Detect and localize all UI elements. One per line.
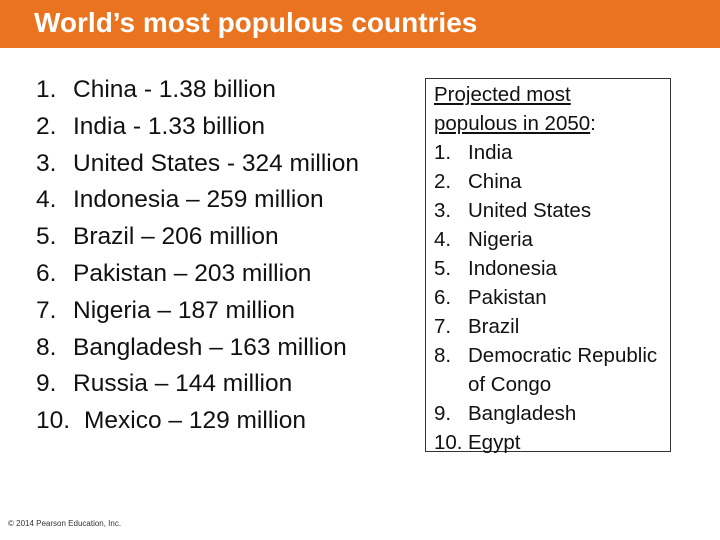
list-item-text: Democratic Republic of Congo [468, 344, 658, 396]
list-item: 6. Pakistan [434, 283, 670, 312]
list-item: 9. Bangladesh [434, 399, 670, 428]
list-item: 3. United States - 324 million [36, 146, 359, 183]
list-item-text: Russia – 144 million [73, 370, 293, 398]
list-item-number: 8. [434, 344, 452, 367]
list-item-number: 9. [434, 402, 452, 425]
list-item-text: Pakistan – 203 million [73, 259, 312, 287]
list-item-text: Pakistan [468, 286, 547, 309]
projection-heading: Projected most populous in 2050: [434, 80, 670, 138]
projection-list: 1. India 2. China 3. United States 4. Nigeri… [434, 138, 670, 457]
list-item-number: 7. [434, 315, 452, 338]
projection-box: Projected most populous in 2050: 1. India… [425, 78, 671, 454]
list-item-text: Nigeria [468, 228, 533, 251]
list-item: 2. India - 1.33 billion [36, 109, 359, 146]
list-item: 4. Nigeria [434, 225, 670, 254]
list-item: 5. Brazil – 206 million [36, 219, 359, 256]
list-item: 10. Mexico – 129 million [36, 403, 359, 440]
list-item: 5. Indonesia [434, 254, 670, 283]
list-item-number: 4. [36, 186, 57, 214]
list-item-text: Bangladesh [468, 402, 577, 425]
current-ranking-list: 1. China - 1.38 billion 2. India - 1.33 bi… [36, 72, 359, 440]
list-item-text: Bangladesh – 163 million [73, 333, 347, 361]
list-item-text: Indonesia [468, 257, 557, 280]
list-item-number: 6. [434, 286, 452, 309]
projection-heading-suffix: : [590, 112, 596, 135]
list-item-text: United States - 324 million [73, 149, 359, 177]
list-item: 7. Nigeria – 187 million [36, 293, 359, 330]
list-item-text: China - 1.38 billion [73, 76, 276, 103]
list-item: 10. Egypt [434, 428, 670, 457]
list-item-number: 6. [36, 259, 57, 287]
list-item-text: United States [468, 199, 592, 222]
list-item-text: India [468, 141, 513, 164]
list-item-number: 10. [434, 431, 463, 454]
list-item-number: 10. [36, 407, 71, 435]
list-item-number: 2. [36, 112, 57, 140]
list-item-number: 9. [36, 370, 57, 398]
copyright-footer: © 2014 Pearson Education, Inc. [8, 519, 122, 528]
list-item: 1. China - 1.38 billion [36, 72, 359, 109]
list-item: 9. Russia – 144 million [36, 366, 359, 403]
list-item-number: 4. [434, 228, 452, 251]
list-item-number: 2. [434, 170, 452, 193]
projection-heading-line1: Projected most [434, 83, 571, 106]
list-item: 2. China [434, 167, 670, 196]
list-item-text: Indonesia – 259 million [73, 186, 324, 214]
list-item-text: Brazil [468, 315, 520, 338]
list-item-text: China [468, 170, 522, 193]
slide-title: World’s most populous countries [34, 7, 478, 38]
list-item: 8. Democratic Republic of Congo [434, 341, 670, 399]
list-item: 7. Brazil [434, 312, 670, 341]
projection-heading-line2: populous in 2050 [434, 112, 591, 135]
list-item-text: Nigeria – 187 million [73, 296, 295, 324]
list-item: 6. Pakistan – 203 million [36, 256, 359, 293]
list-item-text: Brazil – 206 million [73, 223, 279, 251]
list-item-text: India - 1.33 billion [73, 112, 266, 140]
list-item-number: 5. [36, 223, 57, 251]
list-item: 8. Bangladesh – 163 million [36, 330, 359, 367]
list-item-number: 1. [434, 141, 452, 164]
list-item-number: 5. [434, 257, 452, 280]
list-item-number: 1. [36, 76, 57, 103]
list-item-number: 3. [36, 149, 57, 177]
list-item: 1. India [434, 138, 670, 167]
list-item-number: 8. [36, 333, 57, 361]
list-item-number: 7. [36, 296, 57, 324]
list-item-text: Mexico – 129 million [84, 407, 306, 435]
list-item: 3. United States [434, 196, 670, 225]
title-bar: World’s most populous countries [0, 0, 720, 48]
list-item-text: Egypt [468, 431, 521, 454]
list-item: 4. Indonesia – 259 million [36, 182, 359, 219]
list-item-number: 3. [434, 199, 452, 222]
